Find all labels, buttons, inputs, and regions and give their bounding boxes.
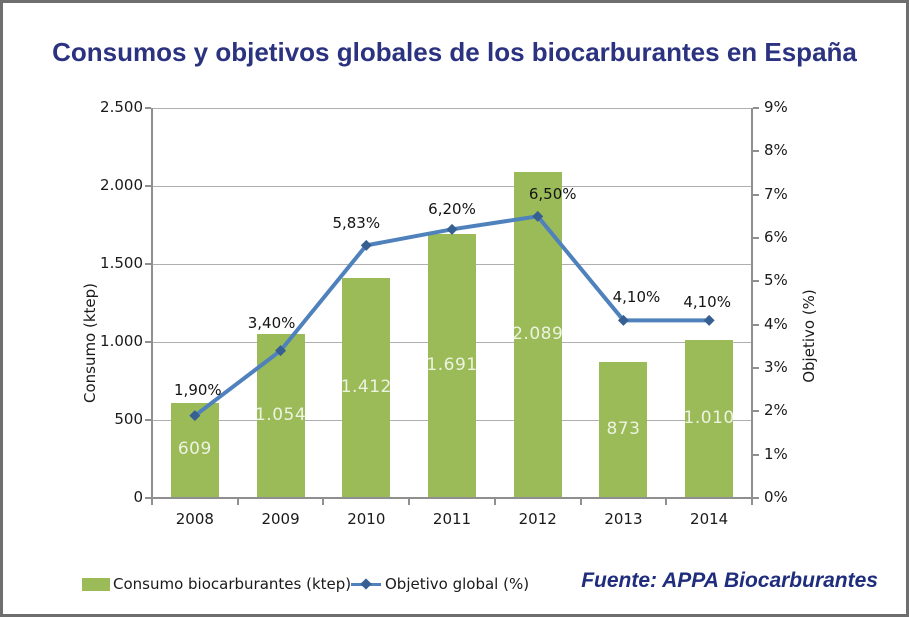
right-axis-tick — [753, 193, 759, 196]
left-axis-tick — [145, 263, 151, 265]
bar-value-label: 873 — [606, 418, 641, 439]
objetivo-line-layer — [189, 210, 715, 422]
x-axis-tick — [579, 499, 582, 505]
x-tick-label: 2014 — [690, 510, 729, 528]
right-tick-label: 3% — [764, 358, 788, 376]
right-tick-label: 1% — [764, 444, 788, 463]
objetivo-value-label: 4,10% — [683, 293, 731, 312]
left-axis-tick — [145, 419, 151, 421]
right-tick-label: 9% — [764, 98, 788, 116]
x-axis-tick — [493, 499, 496, 505]
bar-2014 — [685, 340, 734, 498]
bar-value-label: 609 — [177, 439, 212, 460]
left-axis-tick — [145, 497, 151, 499]
left-tick-label: 1.000 — [100, 332, 143, 350]
objetivo-marker-icon — [446, 223, 458, 235]
legend-label-consumo: Consumo biocarburantes (ktep) — [113, 575, 352, 593]
gridline — [152, 185, 752, 187]
right-tick-label: 2% — [764, 401, 788, 420]
x-axis-tick — [408, 499, 411, 505]
legend-label-objetivo: Objetivo global (%) — [385, 575, 530, 593]
x-axis-line — [151, 497, 753, 499]
objetivo-value-label: 4,10% — [612, 288, 661, 307]
left-axis-tick — [145, 341, 151, 343]
right-axis-tick — [753, 453, 759, 456]
x-axis-tick — [236, 499, 239, 505]
x-axis-tick — [151, 499, 153, 505]
objetivo-value-label: 1,90% — [174, 380, 222, 399]
objetivo-value-label: 3,40% — [247, 313, 296, 332]
right-tick-label: 7% — [764, 184, 788, 203]
objetivo-marker-icon — [532, 210, 544, 222]
bar-value-label: 1.054 — [254, 404, 307, 425]
right-axis-tick — [753, 150, 759, 153]
left-tick-label: 2.000 — [100, 176, 143, 194]
objetivo-marker-icon — [617, 314, 629, 326]
left-axis-line — [151, 108, 153, 499]
right-tick-label: 5% — [764, 271, 788, 290]
x-axis-tick — [322, 499, 325, 505]
x-tick-label: 2008 — [175, 510, 214, 528]
right-tick-label: 6% — [764, 228, 788, 246]
objetivo-value-label: 6,20% — [428, 200, 476, 219]
right-axis-tick — [753, 237, 759, 239]
objetivo-value-label: 5,83% — [332, 214, 381, 233]
bar-2010 — [342, 277, 391, 498]
legend-item-objetivo: Objetivo global (%) — [351, 574, 529, 594]
bar-value-label: 1.691 — [426, 355, 478, 376]
x-tick-label: 2009 — [261, 510, 300, 528]
objetivo-marker-icon — [275, 345, 287, 357]
bar-value-label: 1.010 — [683, 408, 735, 429]
legend-item-consumo: Consumo biocarburantes (ktep) — [82, 574, 351, 594]
bar-value-label: 2.089 — [512, 324, 564, 345]
bar-2013 — [599, 361, 648, 498]
right-tick-label: 0% — [764, 488, 788, 506]
x-axis-tick — [665, 499, 668, 505]
bar-value-label: 1.412 — [340, 376, 392, 397]
right-axis-tick — [753, 280, 759, 283]
line-series-swatch-icon — [351, 577, 381, 591]
left-tick-label: 0 — [133, 488, 143, 506]
right-tick-label: 4% — [764, 314, 788, 333]
left-axis-tick — [145, 107, 151, 109]
objetivo-marker-icon — [189, 410, 201, 422]
x-tick-label: 2011 — [432, 510, 472, 528]
objetivo-marker-icon — [360, 239, 372, 251]
source-credit: Fuente: APPA Biocarburantes — [581, 569, 878, 592]
x-tick-label: 2012 — [518, 510, 557, 528]
right-axis-tick — [753, 323, 759, 326]
left-axis-tick — [145, 185, 151, 187]
left-tick-label: 1.500 — [100, 254, 143, 272]
right-tick-label: 8% — [764, 141, 788, 160]
x-tick-label: 2013 — [604, 510, 643, 528]
objetivo-value-label: 6,50% — [528, 185, 577, 204]
right-axis-tick — [753, 497, 759, 499]
diamond-marker-icon — [360, 578, 372, 590]
bar-2011 — [428, 234, 476, 498]
bar-2012 — [513, 172, 562, 498]
chart-title: Consumos y objetivos globales de los bio… — [52, 37, 857, 67]
left-tick-label: 2.500 — [100, 98, 143, 116]
x-axis-tick — [751, 499, 753, 505]
objetivo-marker-icon — [703, 314, 715, 326]
bar-series-swatch-icon — [82, 577, 110, 591]
right-axis-tick — [753, 367, 759, 369]
right-axis-tick — [753, 107, 759, 109]
right-axis-line — [751, 108, 753, 499]
left-tick-label: 500 — [114, 410, 143, 428]
gridline — [152, 107, 752, 109]
right-axis-tick — [753, 410, 759, 413]
x-tick-label: 2010 — [347, 510, 386, 528]
